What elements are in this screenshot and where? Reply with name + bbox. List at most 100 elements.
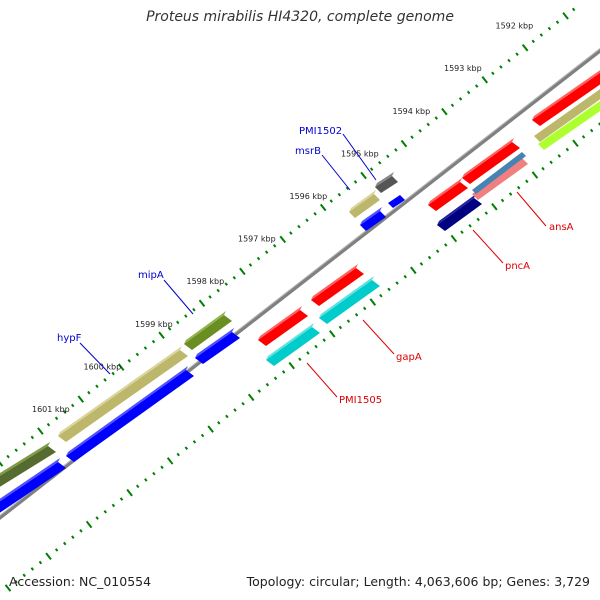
outer-tick (176, 320, 180, 325)
gene-PMI1502-feature[interactable] (375, 176, 398, 193)
inner-tick (144, 478, 148, 482)
outer-tick (353, 180, 358, 184)
gene-khaki-long-feature[interactable] (58, 350, 188, 442)
inner-tick (525, 179, 529, 184)
gene-pncA-feature[interactable] (437, 198, 482, 231)
gene-PMI1505-feature[interactable] (266, 327, 320, 366)
gene-label-gapA[interactable]: gapA (396, 352, 422, 363)
outer-tick (232, 275, 237, 280)
gene-label-PMI1505[interactable]: PMI1505 (339, 395, 382, 406)
inner-tick (444, 243, 448, 247)
outer-tick (143, 346, 148, 350)
inner-tick (207, 425, 214, 433)
reverse-strand-genes (258, 66, 600, 366)
outer-tick (571, 7, 576, 12)
outer-tick (394, 148, 398, 152)
inner-tick (362, 306, 367, 311)
outer-tick (345, 186, 350, 191)
gene-mipA-feature[interactable] (184, 315, 232, 350)
cds-forward-4[interactable] (360, 211, 386, 231)
outer-tick (216, 288, 220, 293)
inner-tick (95, 516, 99, 520)
inner-tick (233, 408, 237, 412)
outer-tick (103, 378, 107, 382)
gene-label-hypF[interactable]: hypF (57, 333, 82, 344)
cds-reverse-gapA-right[interactable] (311, 268, 364, 306)
gene-lime-top-feature[interactable] (538, 94, 600, 150)
outer-tick (37, 427, 44, 435)
inner-tick (288, 361, 295, 370)
gene-steelblue-feature[interactable] (472, 152, 526, 194)
outer-tick (167, 327, 172, 331)
outer-tick (378, 160, 382, 165)
cds-reverse-ansA-left[interactable] (428, 182, 468, 211)
outer-tick (450, 103, 455, 108)
outer-tick (111, 371, 115, 376)
cds-forward-3[interactable] (195, 332, 240, 364)
map-title: Proteus mirabilis HI4320, complete genom… (146, 9, 454, 25)
outer-tick (248, 263, 253, 267)
inner-tick (387, 287, 391, 292)
inner-tick (403, 274, 407, 279)
cds-reverse-top[interactable] (532, 66, 600, 126)
cds-forward-5[interactable] (388, 195, 405, 208)
inner-tick (484, 211, 489, 215)
cds-reverse-ansA-mid[interactable] (462, 142, 520, 184)
outer-tick-row (0, 7, 576, 467)
cds-forward-1[interactable] (0, 462, 66, 514)
gene-msrB-feature[interactable] (349, 194, 380, 218)
inner-tick (460, 230, 464, 234)
gene-hypF-feature[interactable] (0, 446, 56, 488)
inner-tick (395, 281, 399, 285)
coordinate-label: 1595 kbp (341, 149, 379, 158)
outer-tick (151, 339, 156, 344)
inner-tick (306, 351, 310, 355)
outer-tick (426, 122, 430, 127)
inner-tick (22, 573, 26, 578)
inner-tick (166, 457, 174, 465)
outer-tick (127, 358, 131, 363)
cds-reverse-gapA-left[interactable] (258, 310, 308, 346)
inner-tick (298, 357, 302, 362)
gene-ansA-feature[interactable] (472, 158, 528, 200)
outer-tick (22, 442, 26, 446)
gene-label-msrB[interactable]: msrB (295, 146, 321, 157)
cds-forward-2[interactable] (66, 370, 194, 462)
inner-tick (565, 147, 570, 152)
inner-tick (225, 414, 229, 419)
outer-tick (256, 256, 261, 261)
outer-tick (360, 171, 367, 180)
outer-tick (466, 90, 471, 95)
inner-tick (314, 344, 318, 349)
outer-tick (62, 410, 67, 414)
inner-tick (491, 203, 498, 211)
gene-khaki-top-feature[interactable] (534, 82, 600, 142)
inner-tick (435, 249, 440, 254)
inner-tick (119, 497, 124, 501)
inner-tick (176, 452, 180, 457)
outer-tick (547, 26, 552, 31)
inner-tick (265, 382, 270, 387)
gene-label-mipA[interactable]: mipA (138, 270, 164, 281)
gene-label-ansA[interactable]: ansA (549, 222, 574, 233)
gene-gapA-feature[interactable] (319, 280, 380, 324)
inner-tick (38, 560, 43, 565)
outer-tick (198, 299, 206, 308)
outer-tick (434, 116, 439, 120)
inner-tick (427, 255, 432, 260)
gene-label-PMI1502[interactable]: PMI1502 (299, 126, 342, 137)
gene-label-pncA[interactable]: pncA (505, 261, 530, 272)
outer-tick (474, 84, 479, 88)
inner-tick (126, 488, 133, 497)
inner-tick (217, 421, 221, 425)
inner-tick (517, 185, 521, 190)
coordinate-label: 1601 kbp (32, 405, 70, 414)
outer-tick (0, 461, 4, 467)
inner-tick (329, 330, 336, 338)
inner-tick (200, 433, 205, 438)
inner-tick (508, 192, 513, 196)
inner-tick (192, 440, 197, 444)
outer-tick (329, 199, 333, 203)
outer-tick (515, 52, 519, 56)
